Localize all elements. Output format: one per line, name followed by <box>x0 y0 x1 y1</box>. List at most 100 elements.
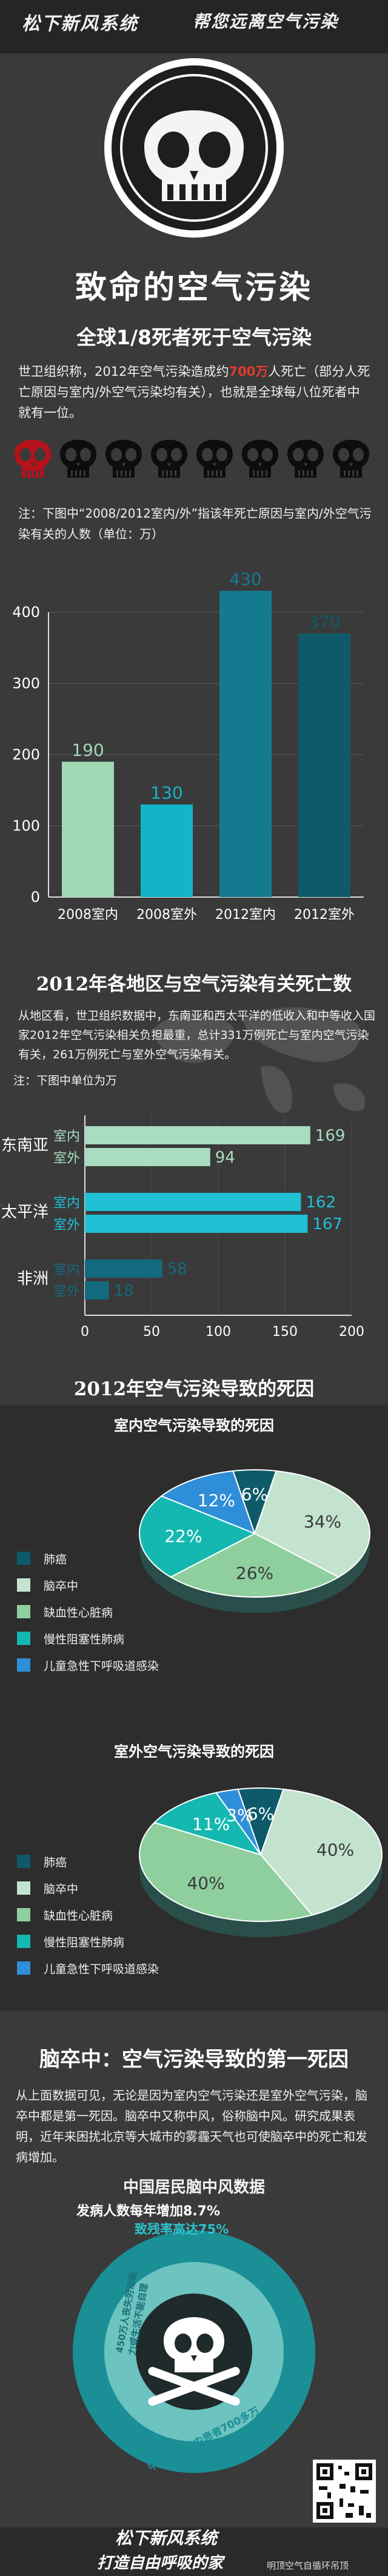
pie-value-label: 3% <box>226 1806 253 1826</box>
footer-brand: 松下新风系统 <box>115 2528 218 2548</box>
chart1-category-label: 2008室内 <box>58 907 118 923</box>
chart2-bar <box>85 1148 210 1166</box>
skull-row <box>11 432 377 481</box>
stat-disability: 致残率高达75% <box>135 2222 229 2237</box>
chart2-xtick: 0 <box>81 1324 89 1340</box>
section1-text-b: 人死亡（部分人死亡原因与室内/外空气污染均有关），也就是全球每八位死者中就有一位… <box>18 364 370 420</box>
chart5-title: 中国居民脑中风数据 <box>122 2178 265 2197</box>
pie-value-label: 40% <box>187 1874 224 1894</box>
pie-legend-label: 脑卒中 <box>44 1883 78 1896</box>
chart1-category-label: 2012室内 <box>215 907 276 923</box>
pie-value-label: 26% <box>236 1563 273 1583</box>
chart4-svg: 6% 40% 40% 11%3% 肺癌脑卒中缺血性心脏病慢性阻塞性肺病儿童急性下呼吸道感… <box>17 1787 383 1976</box>
chart2-series-label: 室外 <box>53 1218 80 1233</box>
pie-value-label: 40% <box>316 1840 354 1860</box>
chart2-category-label: 西太平洋 <box>0 1203 48 1221</box>
pie-slice <box>215 1788 261 1855</box>
chart1-ytick: 100 <box>12 818 40 835</box>
pie-legend-label: 肺癌 <box>44 1856 67 1869</box>
header-slogan: 帮您远离空气污染 <box>193 12 339 32</box>
pie-legend-swatch <box>17 1605 30 1618</box>
chart1-ytick: 200 <box>12 746 40 763</box>
pie-value-label: 6% <box>241 1484 268 1504</box>
qr-code <box>313 2460 376 2523</box>
pie-legend-label: 肺癌 <box>44 1553 67 1566</box>
pie-slice <box>160 1470 256 1535</box>
chart1-ytick: 400 <box>12 604 40 621</box>
chart5-svg <box>73 2231 315 2473</box>
chart4-title: 室外空气污染导致的死因 <box>114 1743 274 1760</box>
chart2-value-label: 58 <box>167 1260 187 1278</box>
world-map-bg <box>152 1007 365 1113</box>
pie-legend-swatch <box>17 1632 30 1645</box>
pie-value-label: 12% <box>198 1490 235 1510</box>
chart1-ytick: 300 <box>12 675 40 692</box>
chart2-series-label: 室外 <box>53 1284 80 1300</box>
chart2-category-label: 非洲 <box>17 1270 48 1288</box>
footer-watermark: 明顶空气自循环吊顶 <box>267 2560 349 2571</box>
stat-growth: 发病人数每年增加8.7% <box>76 2204 221 2219</box>
pie-legend-swatch <box>17 1935 30 1948</box>
chart2-xtick: 200 <box>339 1324 364 1340</box>
chart3-svg: 6% 34% 26% 22% 12% 肺癌脑卒中缺血性心脏病慢性阻塞性肺病儿童急性下呼吸道… <box>17 1469 370 1673</box>
footer-slogan: 打造自由呼吸的家 <box>97 2554 224 2572</box>
pie-slice <box>139 1495 256 1578</box>
chart1-ytick: 0 <box>31 889 40 906</box>
skull-icon <box>196 439 233 478</box>
pie-slice <box>139 1821 313 1922</box>
pie-legend-label: 缺血性心脏病 <box>44 1606 113 1620</box>
pie-legend-swatch <box>17 1855 30 1868</box>
footer-bar <box>0 2528 388 2576</box>
chart2-bar <box>85 1193 301 1211</box>
skull-icon <box>105 439 142 478</box>
chart1-category-label: 2012室外 <box>294 907 355 923</box>
chart2-xtick: 100 <box>206 1324 231 1340</box>
chart2-bar <box>85 1281 109 1300</box>
section2-title: 2012年各地区与空气污染有关死亡数 <box>36 973 352 995</box>
skull-icon <box>333 439 369 478</box>
pie-legend-swatch <box>17 1908 30 1921</box>
section3-title: 2012年空气污染导致的死因 <box>73 1378 315 1400</box>
chart1-value-label: 190 <box>72 740 104 760</box>
section1-text: 世卫组织称，2012年空气污染造成约700万人死亡（部分人死亡原因与室内/外空气… <box>18 361 372 423</box>
chart2-bar <box>85 1260 162 1278</box>
pie-legend-label: 儿童急性下呼吸道感染 <box>44 1660 159 1673</box>
pie-legend-label: 脑卒中 <box>44 1580 78 1593</box>
chart2-value-label: 169 <box>315 1127 346 1145</box>
chart2-category-label: 东南亚 <box>1 1136 48 1155</box>
pie-legend-swatch <box>17 1552 30 1565</box>
chart1-svg: 0 100 200 300 400 190 2008室内 130 2008室外 430 2012室内… <box>12 569 364 923</box>
chart1-bar <box>298 633 350 897</box>
section1-text-a: 世卫组织称，2012年空气污染造成约 <box>18 364 229 379</box>
pie-value-label: 22% <box>164 1526 202 1546</box>
chart1-bar <box>62 761 114 897</box>
section1-note: 注：下图中“2008/2012室内/外”指该年死亡原因与室内/外空气污染有关的人… <box>18 506 372 541</box>
chart1-bar <box>141 804 193 897</box>
chart2-bar <box>85 1126 310 1144</box>
section4-title: 脑卒中：空气污染导致的第一死因 <box>39 2047 349 2072</box>
chart2-value-label: 18 <box>114 1282 134 1300</box>
chart2-xtick: 150 <box>272 1324 298 1340</box>
skull-icon <box>242 439 278 478</box>
skull-icon <box>287 439 324 478</box>
chart2-series-label: 室内 <box>53 1196 80 1211</box>
section1-title: 全球1/8死者死于空气污染 <box>76 325 312 349</box>
pie-legend-swatch <box>17 1578 30 1592</box>
pie-slice <box>169 1532 340 1598</box>
chart2-svg: 050100150200东南亚室内169室外94西太平洋室内162室外167非洲… <box>0 1115 364 1340</box>
chart1-value-label: 130 <box>150 782 182 802</box>
pie-legend-swatch <box>17 1881 30 1895</box>
chart2-bar <box>85 1215 308 1233</box>
chart1-category-label: 2008室外 <box>136 907 197 923</box>
chart2-series-label: 室外 <box>53 1151 80 1166</box>
pie-legend-swatch <box>17 1961 30 1975</box>
pie-slice <box>153 1792 263 1856</box>
chart1-bar <box>219 590 272 897</box>
header-bar <box>0 0 388 53</box>
chart2-series-label: 室内 <box>53 1129 80 1144</box>
skull-logo <box>104 58 284 238</box>
pie-legend-label: 慢性阻塞性肺病 <box>44 1936 124 1949</box>
chart3-title: 室内空气污染导致的死因 <box>114 1417 274 1434</box>
pie-slice <box>259 1788 383 1916</box>
skull-icon-highlight <box>15 439 51 478</box>
